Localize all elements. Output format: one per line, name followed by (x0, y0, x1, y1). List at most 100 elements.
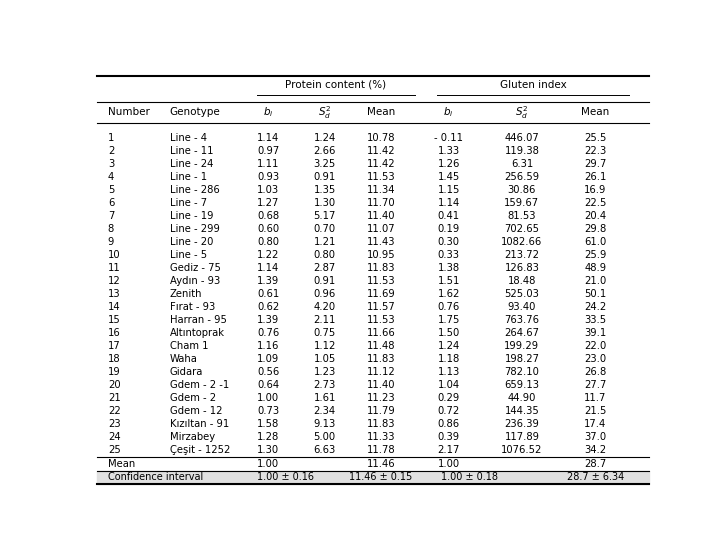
Text: 11.07: 11.07 (366, 224, 395, 234)
Text: 6.63: 6.63 (313, 445, 336, 455)
Text: Line - 7: Line - 7 (170, 198, 207, 208)
Text: 0.80: 0.80 (313, 250, 336, 260)
Text: 236.39: 236.39 (505, 419, 539, 429)
Text: 4.20: 4.20 (313, 302, 336, 312)
Text: 659.13: 659.13 (505, 380, 539, 390)
Text: Line - 299: Line - 299 (170, 224, 220, 234)
Text: 1.00: 1.00 (257, 393, 279, 404)
Text: 29.8: 29.8 (584, 224, 606, 234)
Text: 0.60: 0.60 (257, 224, 279, 234)
Text: 11.83: 11.83 (367, 419, 395, 429)
Text: 0.56: 0.56 (257, 367, 279, 377)
Text: 22: 22 (108, 406, 121, 416)
Text: Fırat - 93: Fırat - 93 (170, 302, 215, 312)
Text: 25.9: 25.9 (584, 250, 606, 260)
Text: Line - 5: Line - 5 (170, 250, 207, 260)
Text: 159.67: 159.67 (505, 198, 539, 208)
Text: 17: 17 (108, 341, 121, 351)
Text: 20.4: 20.4 (584, 211, 606, 221)
Text: 0.68: 0.68 (257, 211, 279, 221)
Text: Altıntoprak: Altıntoprak (170, 328, 225, 338)
Text: 0.91: 0.91 (313, 276, 336, 286)
Text: Mirzabey: Mirzabey (170, 433, 215, 442)
Text: 0.96: 0.96 (313, 289, 336, 299)
Text: 11.46 ± 0.15: 11.46 ± 0.15 (350, 472, 413, 483)
Text: 1.00: 1.00 (438, 459, 459, 469)
Text: 23: 23 (108, 419, 121, 429)
Text: 11.12: 11.12 (366, 367, 395, 377)
Text: Çeşit - 1252: Çeşit - 1252 (170, 445, 230, 455)
Text: 0.41: 0.41 (438, 211, 459, 221)
Text: 2.73: 2.73 (313, 380, 336, 390)
Text: Line - 1: Line - 1 (170, 172, 207, 182)
Text: 11.23: 11.23 (366, 393, 395, 404)
Text: 34.2: 34.2 (584, 445, 606, 455)
Text: - 0.11: - 0.11 (434, 133, 463, 143)
Text: 22.3: 22.3 (584, 146, 606, 156)
Text: Mean: Mean (367, 108, 395, 117)
Text: 37.0: 37.0 (584, 433, 606, 442)
Text: Harran - 95: Harran - 95 (170, 315, 227, 325)
Text: 16: 16 (108, 328, 121, 338)
Text: 1.50: 1.50 (438, 328, 459, 338)
Text: 8: 8 (108, 224, 114, 234)
Text: 11.46: 11.46 (366, 459, 395, 469)
Text: Line - 286: Line - 286 (170, 185, 220, 195)
Text: 1.30: 1.30 (257, 445, 279, 455)
Text: 199.29: 199.29 (505, 341, 539, 351)
Text: $b_i$: $b_i$ (263, 105, 273, 119)
Text: 1.14: 1.14 (438, 198, 459, 208)
Text: 1.09: 1.09 (257, 354, 279, 364)
Text: 7: 7 (108, 211, 114, 221)
Text: 763.76: 763.76 (505, 315, 539, 325)
Text: 44.90: 44.90 (507, 393, 536, 404)
Text: 1.24: 1.24 (313, 133, 336, 143)
Text: 50.1: 50.1 (584, 289, 606, 299)
Text: 11.7: 11.7 (584, 393, 606, 404)
Text: 1.16: 1.16 (257, 341, 280, 351)
Text: 23.0: 23.0 (584, 354, 606, 364)
Text: 0.75: 0.75 (313, 328, 336, 338)
Text: 1.21: 1.21 (313, 237, 336, 247)
Text: 2.11: 2.11 (313, 315, 336, 325)
Text: 1.22: 1.22 (257, 250, 280, 260)
Text: 1.38: 1.38 (438, 263, 459, 273)
Text: 1.45: 1.45 (438, 172, 459, 182)
Text: 1.04: 1.04 (438, 380, 459, 390)
Text: 4: 4 (108, 172, 114, 182)
Text: 26.1: 26.1 (584, 172, 606, 182)
Text: 126.83: 126.83 (505, 263, 539, 273)
Text: 1.61: 1.61 (313, 393, 336, 404)
Text: 11.69: 11.69 (366, 289, 395, 299)
Bar (97, 470, 648, 484)
Text: 28.7 ± 6.34: 28.7 ± 6.34 (566, 472, 624, 483)
Text: 9: 9 (108, 237, 114, 247)
Text: 0.39: 0.39 (438, 433, 459, 442)
Text: 144.35: 144.35 (505, 406, 539, 416)
Text: 11.53: 11.53 (366, 172, 395, 182)
Text: 11.40: 11.40 (367, 211, 395, 221)
Text: 1.26: 1.26 (438, 159, 460, 169)
Text: 11.66: 11.66 (366, 328, 395, 338)
Text: 702.65: 702.65 (505, 224, 539, 234)
Text: 525.03: 525.03 (505, 289, 539, 299)
Text: 1.15: 1.15 (438, 185, 460, 195)
Text: 33.5: 33.5 (584, 315, 606, 325)
Text: $S^2_d$: $S^2_d$ (515, 104, 529, 121)
Text: 1.39: 1.39 (257, 315, 279, 325)
Text: Line - 4: Line - 4 (170, 133, 206, 143)
Text: 19: 19 (108, 367, 121, 377)
Text: 0.80: 0.80 (257, 237, 279, 247)
Text: 0.62: 0.62 (257, 302, 279, 312)
Text: 48.9: 48.9 (584, 263, 606, 273)
Text: 11.48: 11.48 (367, 341, 395, 351)
Text: 117.89: 117.89 (505, 433, 539, 442)
Text: 1082.66: 1082.66 (502, 237, 542, 247)
Text: 30.86: 30.86 (507, 185, 536, 195)
Text: 0.73: 0.73 (257, 406, 279, 416)
Text: 20: 20 (108, 380, 121, 390)
Text: 0.91: 0.91 (313, 172, 336, 182)
Text: 264.67: 264.67 (505, 328, 539, 338)
Text: 198.27: 198.27 (505, 354, 539, 364)
Text: 0.76: 0.76 (257, 328, 279, 338)
